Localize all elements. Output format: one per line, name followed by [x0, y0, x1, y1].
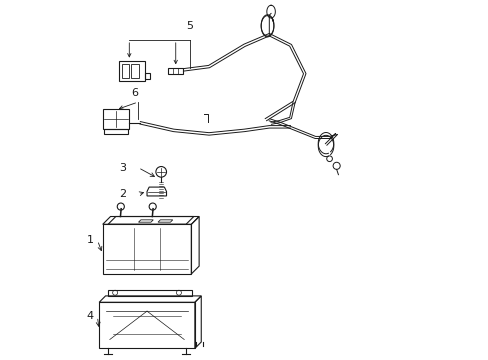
Text: 5: 5	[185, 21, 193, 31]
Text: 1: 1	[87, 235, 94, 245]
Text: 2: 2	[119, 189, 125, 199]
Text: 3: 3	[119, 163, 125, 172]
Text: 4: 4	[86, 311, 94, 321]
Text: 6: 6	[131, 88, 138, 98]
